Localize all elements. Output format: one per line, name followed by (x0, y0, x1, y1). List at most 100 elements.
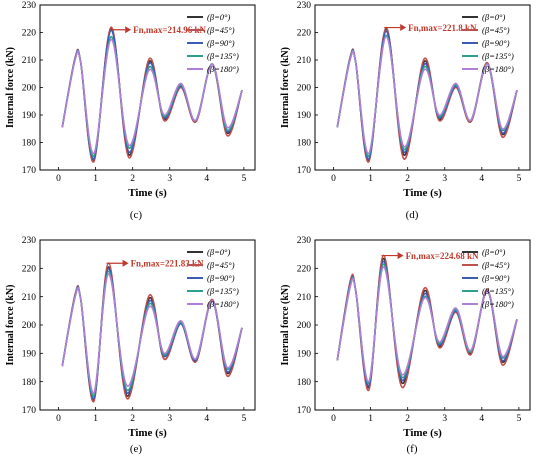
y-tick-label: 220 (22, 29, 37, 39)
y-tick-label: 210 (297, 56, 312, 66)
chart-panel: 170 180 190 200 210 220 230 0 1 2 3 4 5 Time (s) Inter… (5, 1, 256, 221)
y-tick-label: 230 (297, 236, 312, 246)
annotation-label: Fn,max=221.8 kN (408, 23, 477, 33)
y-tick-label: 190 (22, 111, 37, 121)
legend-label: (β=90°) (482, 273, 510, 283)
x-tick-label: 1 (368, 414, 373, 424)
panel-caption: (d) (406, 209, 419, 221)
legend-label: (β=45°) (482, 25, 510, 35)
x-tick-label: 4 (479, 174, 484, 184)
annotation-arrowhead (125, 26, 132, 34)
x-tick-label: 2 (130, 414, 135, 424)
x-tick-label: 3 (442, 414, 447, 424)
legend-label: (β=180°) (207, 299, 239, 309)
series-line (61, 38, 243, 155)
x-tick-label: 3 (442, 174, 447, 184)
x-tick-label: 5 (242, 414, 247, 424)
annotation-label: Fn,max=221.83 kN (131, 258, 204, 268)
legend-label: (β=135°) (207, 286, 239, 296)
legend-label: (β=45°) (482, 260, 510, 270)
y-tick-label: 190 (297, 350, 312, 360)
y-tick-label: 220 (22, 265, 37, 275)
x-tick-label: 4 (204, 174, 209, 184)
y-tick-label: 180 (297, 139, 312, 149)
legend-label: (β=45°) (207, 260, 235, 270)
legend-label: (β=0°) (207, 12, 230, 22)
panel-caption: (e) (130, 443, 143, 455)
x-tick-label: 1 (368, 174, 373, 184)
x-tick-label: 2 (405, 414, 410, 424)
annotation-label: Fn,max=214.96 kN (133, 25, 206, 35)
legend-label: (β=0°) (482, 12, 505, 22)
annotation-label: Fn,max=224.68 kN (406, 251, 479, 261)
y-tick-label: 170 (297, 166, 312, 176)
y-tick-label: 170 (297, 406, 312, 416)
y-tick-label: 190 (22, 350, 37, 360)
x-tick-label: 2 (130, 174, 135, 184)
x-axis-label: Time (s) (128, 187, 167, 199)
legend-label: (β=0°) (207, 247, 230, 257)
y-axis-label: Internal force (kN) (280, 285, 291, 366)
y-tick-label: 220 (297, 265, 312, 275)
x-tick-label: 4 (479, 414, 484, 424)
legend-label: (β=180°) (207, 64, 239, 74)
x-tick-label: 0 (331, 414, 336, 424)
legend-label: (β=135°) (482, 286, 514, 296)
y-tick-label: 200 (297, 321, 312, 331)
legend-label: (β=180°) (482, 299, 514, 309)
y-axis-label: Internal force (kN) (5, 47, 16, 128)
x-tick-label: 3 (167, 174, 172, 184)
y-tick-label: 210 (22, 56, 37, 66)
x-tick-label: 5 (242, 174, 247, 184)
series-line (336, 35, 518, 155)
y-tick-label: 180 (297, 378, 312, 388)
legend-label: (β=135°) (482, 51, 514, 61)
series-line (336, 266, 518, 383)
x-tick-label: 1 (93, 174, 98, 184)
y-tick-label: 230 (22, 236, 37, 246)
panel-caption: (c) (130, 209, 143, 221)
legend-label: (β=0°) (482, 247, 505, 257)
annotation-arrowhead (400, 24, 407, 32)
annotation-arrowhead (397, 252, 404, 260)
x-tick-label: 5 (517, 174, 522, 184)
y-tick-label: 210 (22, 293, 37, 303)
panel-caption: (f) (407, 443, 418, 455)
y-tick-label: 200 (297, 84, 312, 94)
y-tick-label: 170 (22, 166, 37, 176)
chart-panel: 170 180 190 200 210 220 230 0 1 2 3 4 5 Time (s) Inter… (280, 236, 531, 455)
chart-panel: 170 180 190 200 210 220 230 0 1 2 3 4 5 Time (s) Inter… (5, 236, 256, 455)
x-axis-label: Time (s) (403, 427, 442, 439)
legend-label: (β=180°) (482, 64, 514, 74)
x-axis-label: Time (s) (128, 427, 167, 439)
y-tick-label: 230 (22, 1, 37, 11)
y-tick-label: 200 (22, 321, 37, 331)
x-axis-label: Time (s) (403, 187, 442, 199)
x-tick-label: 2 (405, 174, 410, 184)
legend-label: (β=90°) (482, 38, 510, 48)
legend-label: (β=135°) (207, 51, 239, 61)
legend-label: (β=90°) (207, 38, 235, 48)
annotation-arrowhead (122, 259, 129, 267)
y-tick-label: 200 (22, 84, 37, 94)
series-line (61, 273, 243, 394)
y-tick-label: 210 (297, 293, 312, 303)
x-tick-label: 4 (204, 414, 209, 424)
x-tick-label: 3 (167, 414, 172, 424)
x-tick-label: 0 (56, 414, 61, 424)
y-tick-label: 190 (297, 111, 312, 121)
legend-label: (β=90°) (207, 273, 235, 283)
chart-panel: 170 180 190 200 210 220 230 0 1 2 3 4 5 Time (s) Inter… (280, 1, 531, 221)
y-tick-label: 170 (22, 406, 37, 416)
x-tick-label: 1 (93, 414, 98, 424)
y-tick-label: 230 (297, 1, 312, 11)
y-axis-label: Internal force (kN) (5, 285, 16, 366)
y-axis-label: Internal force (kN) (280, 47, 291, 128)
x-tick-label: 5 (517, 414, 522, 424)
y-tick-label: 180 (22, 139, 37, 149)
y-tick-label: 180 (22, 378, 37, 388)
y-tick-label: 220 (297, 29, 312, 39)
x-tick-label: 0 (331, 174, 336, 184)
legend-label: (β=45°) (207, 25, 235, 35)
